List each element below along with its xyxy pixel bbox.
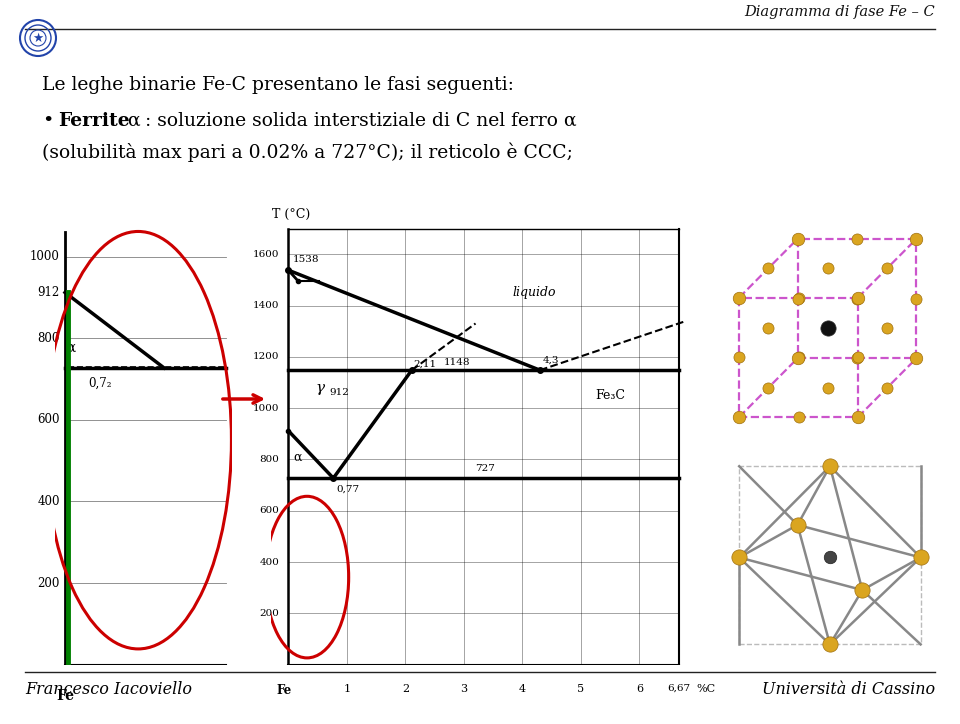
Text: α: α xyxy=(65,340,76,355)
Text: 1000: 1000 xyxy=(253,403,279,413)
Text: 912: 912 xyxy=(37,286,60,299)
Text: Ferrite: Ferrite xyxy=(58,112,130,130)
Text: 6: 6 xyxy=(636,684,643,694)
Text: liquido: liquido xyxy=(513,286,556,299)
Text: 0,7₂: 0,7₂ xyxy=(88,377,111,390)
Text: 1: 1 xyxy=(344,684,350,694)
Text: 1400: 1400 xyxy=(253,301,279,310)
Text: Fe₃C: Fe₃C xyxy=(595,389,625,402)
Text: 4,3: 4,3 xyxy=(542,355,560,364)
Text: 2,11: 2,11 xyxy=(414,359,437,369)
Text: 0,77: 0,77 xyxy=(336,485,359,494)
Text: T (°C): T (°C) xyxy=(272,208,310,221)
Text: 800: 800 xyxy=(259,455,279,464)
Text: : soluzione solida interstiziale di C nel ferro α: : soluzione solida interstiziale di C ne… xyxy=(145,112,577,130)
Text: 200: 200 xyxy=(259,609,279,618)
Text: 1200: 1200 xyxy=(253,353,279,361)
Text: Fe: Fe xyxy=(56,689,74,703)
Text: 1148: 1148 xyxy=(444,358,469,367)
Text: γ: γ xyxy=(316,381,325,395)
Text: ★: ★ xyxy=(33,32,43,44)
Text: 727: 727 xyxy=(475,464,495,473)
Text: 400: 400 xyxy=(259,557,279,567)
Text: 1538: 1538 xyxy=(293,256,320,264)
Text: 200: 200 xyxy=(37,576,60,589)
Text: •: • xyxy=(42,112,54,130)
Text: 400: 400 xyxy=(37,495,60,508)
Text: α: α xyxy=(293,450,301,463)
Text: 6,67: 6,67 xyxy=(667,684,690,693)
Text: 1000: 1000 xyxy=(30,250,60,263)
Text: %C: %C xyxy=(697,684,716,694)
Text: Università di Cassino: Università di Cassino xyxy=(762,681,935,698)
Text: (solubilità max pari a 0.02% a 727°C); il reticolo è CCC;: (solubilità max pari a 0.02% a 727°C); i… xyxy=(42,142,573,161)
Text: 1600: 1600 xyxy=(253,250,279,258)
Text: 3: 3 xyxy=(460,684,468,694)
Text: Francesco Iacoviello: Francesco Iacoviello xyxy=(25,681,192,698)
Text: 600: 600 xyxy=(37,413,60,426)
Text: 600: 600 xyxy=(259,506,279,515)
Text: 2: 2 xyxy=(401,684,409,694)
Text: α: α xyxy=(127,112,139,130)
Text: 800: 800 xyxy=(37,332,60,345)
Text: Fe: Fe xyxy=(276,684,291,697)
Text: Diagramma di fase Fe – C: Diagramma di fase Fe – C xyxy=(744,5,935,19)
Text: 4: 4 xyxy=(518,684,526,694)
Text: Le leghe binarie Fe-C presentano le fasi seguenti:: Le leghe binarie Fe-C presentano le fasi… xyxy=(42,76,514,94)
Text: 912: 912 xyxy=(329,388,349,397)
Text: 5: 5 xyxy=(577,684,585,694)
